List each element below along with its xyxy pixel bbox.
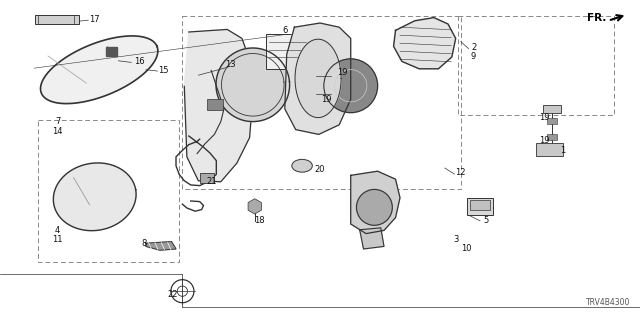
Bar <box>543 105 561 113</box>
Polygon shape <box>216 48 289 122</box>
Text: 19: 19 <box>337 68 348 77</box>
Polygon shape <box>394 18 456 69</box>
Polygon shape <box>146 242 176 250</box>
Text: 19: 19 <box>539 136 549 145</box>
Ellipse shape <box>292 159 312 172</box>
Text: 3: 3 <box>453 235 458 244</box>
Text: 14: 14 <box>52 127 63 136</box>
Text: 8: 8 <box>141 239 147 248</box>
Text: 19: 19 <box>539 113 549 122</box>
Bar <box>106 47 117 56</box>
Text: 12: 12 <box>456 168 466 177</box>
Bar <box>470 200 490 210</box>
Text: 10: 10 <box>461 244 471 252</box>
Bar <box>38 120 179 262</box>
Text: 2: 2 <box>471 43 476 52</box>
Text: 9: 9 <box>471 52 476 60</box>
Polygon shape <box>53 163 136 231</box>
Text: 19: 19 <box>321 95 332 104</box>
Text: 16: 16 <box>134 57 145 66</box>
Text: 22: 22 <box>168 290 178 299</box>
Text: 21: 21 <box>206 177 216 186</box>
Text: 15: 15 <box>158 66 168 75</box>
Polygon shape <box>40 36 158 104</box>
Polygon shape <box>351 171 400 234</box>
Text: 7: 7 <box>55 117 60 126</box>
Bar <box>200 173 214 183</box>
Text: 18: 18 <box>254 216 264 225</box>
Circle shape <box>324 59 378 113</box>
Text: 5: 5 <box>484 216 489 225</box>
Text: 1: 1 <box>561 146 566 155</box>
Bar <box>266 34 309 69</box>
Bar <box>318 91 328 98</box>
Text: 11: 11 <box>52 235 63 244</box>
Bar <box>547 134 557 140</box>
Polygon shape <box>285 23 351 134</box>
Polygon shape <box>184 29 253 182</box>
Text: 17: 17 <box>90 15 100 24</box>
Text: TRV4B4300: TRV4B4300 <box>586 298 630 307</box>
Bar <box>536 143 563 156</box>
Text: 20: 20 <box>315 165 325 174</box>
Polygon shape <box>360 228 384 249</box>
Polygon shape <box>295 39 341 117</box>
Text: FR.: FR. <box>588 12 607 23</box>
Bar <box>318 72 328 80</box>
Bar <box>35 15 79 24</box>
Bar <box>182 16 461 189</box>
Bar <box>467 198 493 215</box>
Bar <box>547 118 557 124</box>
Bar <box>207 99 223 110</box>
Bar <box>458 16 614 115</box>
Text: 6: 6 <box>282 26 287 35</box>
Circle shape <box>356 189 392 225</box>
Text: 13: 13 <box>225 60 236 68</box>
Text: 4: 4 <box>55 226 60 235</box>
